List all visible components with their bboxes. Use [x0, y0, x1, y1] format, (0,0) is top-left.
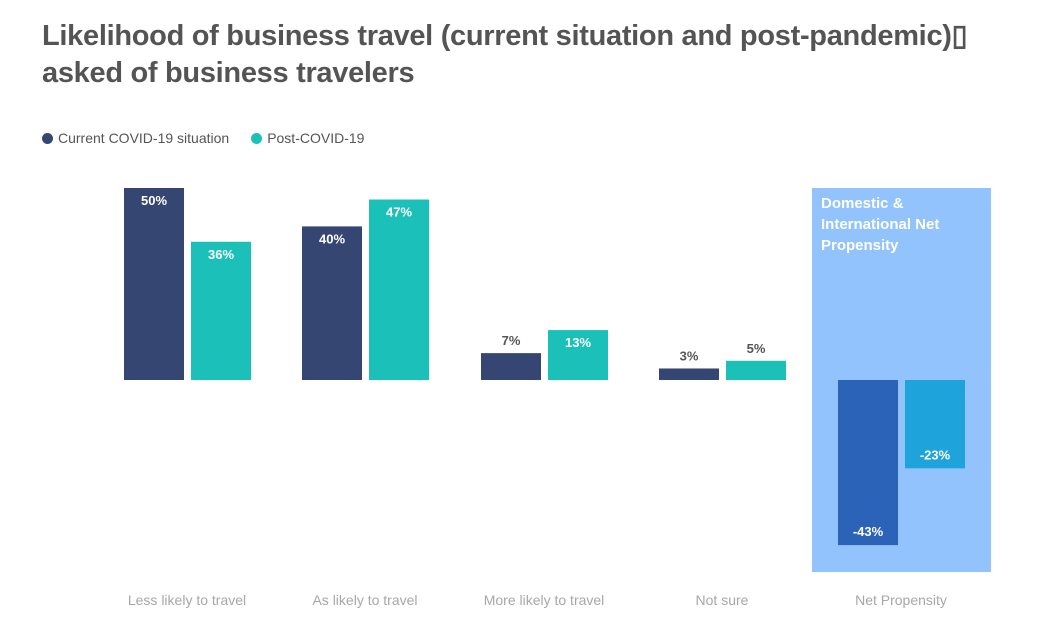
bar-current-4: [838, 380, 898, 546]
value-label-post-3: 5%: [747, 341, 766, 356]
category-label-4: Net Propensity: [855, 592, 947, 608]
value-label-current-0: 50%: [141, 193, 167, 208]
net-propensity-annotation-line-3: Propensity: [821, 237, 899, 254]
chart-title: Likelihood of business travel (current s…: [42, 20, 968, 89]
value-label-current-2: 7%: [502, 333, 521, 348]
net-propensity-annotation-line-1: Domestic &: [821, 195, 904, 212]
bar-post-0: [191, 241, 251, 380]
category-label-2: More likely to travel: [484, 592, 605, 608]
bar-post-2: [548, 330, 608, 380]
net-propensity-annotation-line-2: International Net: [821, 216, 939, 233]
legend: Current COVID-19 situation Post-COVID-19: [42, 130, 364, 146]
bar-current-2: [481, 353, 541, 380]
bar-current-3: [659, 368, 719, 380]
bar-current-1: [302, 226, 362, 380]
legend-swatch-current: [42, 132, 53, 144]
bar-current-0: [124, 188, 184, 380]
category-label-3: Not sure: [696, 592, 749, 608]
bar-post-4: [905, 380, 965, 469]
legend-label-current: Current COVID-19 situation: [58, 130, 230, 146]
value-label-post-2: 13%: [565, 335, 591, 350]
value-label-current-3: 3%: [680, 348, 699, 363]
legend-item-post: Post-COVID-19: [251, 130, 364, 146]
value-label-post-4: -23%: [920, 447, 951, 462]
value-label-current-1: 40%: [319, 231, 345, 246]
bar-post-3: [726, 360, 786, 380]
value-label-post-0: 36%: [208, 247, 234, 262]
category-label-1: As likely to travel: [312, 592, 417, 608]
category-label-0: Less likely to travel: [128, 592, 246, 608]
legend-label-post: Post-COVID-19: [267, 130, 365, 146]
legend-swatch-post: [251, 132, 263, 144]
value-label-post-1: 47%: [386, 205, 412, 220]
value-label-current-4: -43%: [853, 524, 884, 539]
legend-item-current: Current COVID-19 situation: [42, 130, 229, 146]
bar-post-1: [369, 199, 429, 380]
